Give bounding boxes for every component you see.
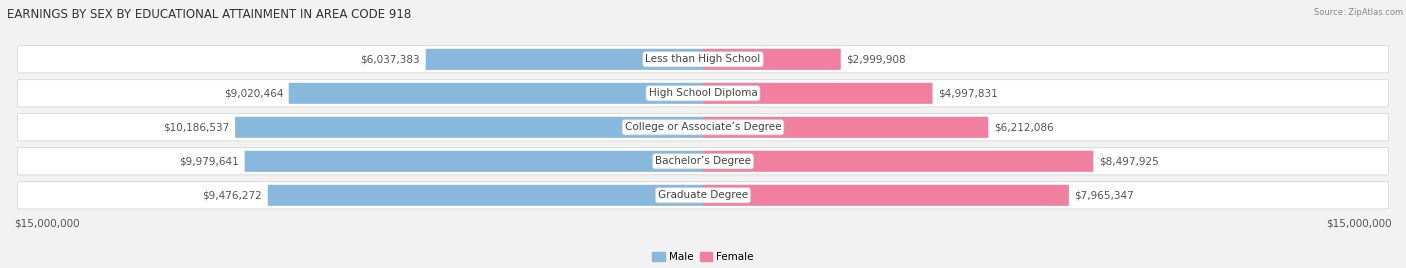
Text: $4,997,831: $4,997,831 — [938, 88, 998, 98]
Text: Source: ZipAtlas.com: Source: ZipAtlas.com — [1315, 8, 1403, 17]
FancyBboxPatch shape — [703, 49, 841, 70]
Text: $2,999,908: $2,999,908 — [846, 54, 905, 64]
FancyBboxPatch shape — [703, 83, 932, 104]
FancyBboxPatch shape — [235, 117, 703, 138]
FancyBboxPatch shape — [267, 185, 703, 206]
Text: $7,965,347: $7,965,347 — [1074, 190, 1135, 200]
Text: $9,020,464: $9,020,464 — [224, 88, 283, 98]
Text: Bachelor’s Degree: Bachelor’s Degree — [655, 156, 751, 166]
FancyBboxPatch shape — [703, 117, 988, 138]
FancyBboxPatch shape — [17, 46, 1389, 73]
Text: $9,979,641: $9,979,641 — [180, 156, 239, 166]
Text: $6,212,086: $6,212,086 — [994, 122, 1053, 132]
Text: High School Diploma: High School Diploma — [648, 88, 758, 98]
FancyBboxPatch shape — [426, 49, 703, 70]
FancyBboxPatch shape — [245, 151, 703, 172]
FancyBboxPatch shape — [703, 151, 1094, 172]
Text: $15,000,000: $15,000,000 — [14, 218, 80, 228]
Text: Less than High School: Less than High School — [645, 54, 761, 64]
Text: $8,497,925: $8,497,925 — [1099, 156, 1159, 166]
FancyBboxPatch shape — [17, 148, 1389, 175]
FancyBboxPatch shape — [17, 80, 1389, 107]
Text: College or Associate’s Degree: College or Associate’s Degree — [624, 122, 782, 132]
Text: $9,476,272: $9,476,272 — [202, 190, 263, 200]
FancyBboxPatch shape — [703, 185, 1069, 206]
Text: $6,037,383: $6,037,383 — [360, 54, 420, 64]
Legend: Male, Female: Male, Female — [648, 248, 758, 266]
Text: $10,186,537: $10,186,537 — [163, 122, 229, 132]
Text: $15,000,000: $15,000,000 — [1326, 218, 1392, 228]
FancyBboxPatch shape — [288, 83, 703, 104]
Text: EARNINGS BY SEX BY EDUCATIONAL ATTAINMENT IN AREA CODE 918: EARNINGS BY SEX BY EDUCATIONAL ATTAINMEN… — [7, 8, 412, 21]
Text: Graduate Degree: Graduate Degree — [658, 190, 748, 200]
FancyBboxPatch shape — [17, 182, 1389, 209]
FancyBboxPatch shape — [17, 114, 1389, 141]
